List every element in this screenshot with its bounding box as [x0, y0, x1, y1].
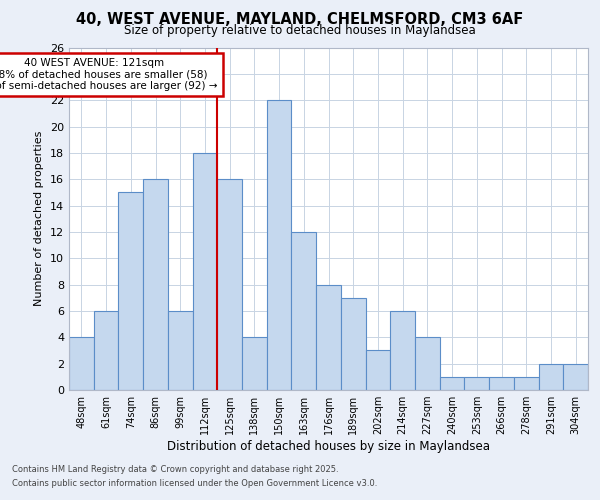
X-axis label: Distribution of detached houses by size in Maylandsea: Distribution of detached houses by size … — [167, 440, 490, 453]
Bar — [539, 364, 563, 390]
Bar — [143, 179, 168, 390]
Bar — [118, 192, 143, 390]
Text: Size of property relative to detached houses in Maylandsea: Size of property relative to detached ho… — [124, 24, 476, 37]
Bar — [267, 100, 292, 390]
Bar — [440, 377, 464, 390]
Text: Contains HM Land Registry data © Crown copyright and database right 2025.: Contains HM Land Registry data © Crown c… — [12, 466, 338, 474]
Text: Contains public sector information licensed under the Open Government Licence v3: Contains public sector information licen… — [12, 479, 377, 488]
Bar — [489, 377, 514, 390]
Bar — [193, 153, 217, 390]
Bar — [242, 338, 267, 390]
Y-axis label: Number of detached properties: Number of detached properties — [34, 131, 44, 306]
Bar — [69, 338, 94, 390]
Bar — [514, 377, 539, 390]
Bar — [365, 350, 390, 390]
Bar — [168, 311, 193, 390]
Bar — [292, 232, 316, 390]
Bar — [563, 364, 588, 390]
Text: 40 WEST AVENUE: 121sqm
← 38% of detached houses are smaller (58)
61% of semi-det: 40 WEST AVENUE: 121sqm ← 38% of detached… — [0, 58, 218, 91]
Bar — [94, 311, 118, 390]
Bar — [390, 311, 415, 390]
Bar — [217, 179, 242, 390]
Bar — [415, 338, 440, 390]
Text: 40, WEST AVENUE, MAYLAND, CHELMSFORD, CM3 6AF: 40, WEST AVENUE, MAYLAND, CHELMSFORD, CM… — [76, 12, 524, 28]
Bar — [341, 298, 365, 390]
Bar — [316, 284, 341, 390]
Bar — [464, 377, 489, 390]
